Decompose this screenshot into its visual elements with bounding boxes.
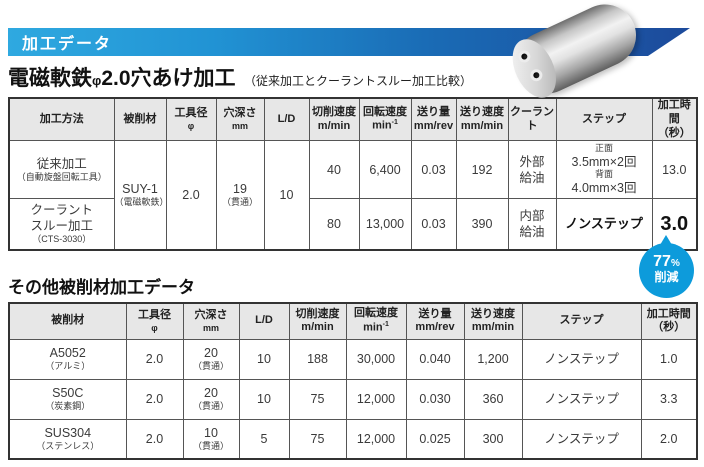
reduction-badge: 77% 削減 xyxy=(639,235,694,298)
header-time: 加工時間 （秒） xyxy=(640,302,698,340)
cell-feed-per-rev: 0.03 xyxy=(410,198,457,251)
header-workpiece: 被削材 xyxy=(8,302,127,340)
cell-method: クーラント スルー加工 （CTS-3030） xyxy=(8,198,115,251)
cell-cutting-speed: 188 xyxy=(288,338,347,380)
drilled-part-photo xyxy=(495,0,704,105)
cell-time: 1.0 xyxy=(640,338,698,380)
cell-feed-per-rev: 0.03 xyxy=(410,140,457,200)
section2-title: その他被削材加工データ xyxy=(8,278,195,297)
cell-feed-rate: 300 xyxy=(463,418,523,460)
header-coolant: クーラント xyxy=(507,97,557,142)
cell-step: ノンステップ xyxy=(521,338,642,380)
page-title: 電磁軟鉄φ2.0穴あけ加工 （従来加工とクーラントスルー加工比較） xyxy=(8,62,472,92)
cylinder-body xyxy=(503,0,647,105)
table-row-a5052: A5052 （アルミ） 2.0 20 （貫通） 10 188 30,000 0.04… xyxy=(8,338,698,380)
header-step: ステップ xyxy=(555,97,653,142)
header-method: 加工方法 xyxy=(8,97,115,142)
cell-step: ノンステップ xyxy=(521,418,642,460)
header-feed-rate: 送り速度 mm/min xyxy=(463,302,523,340)
cell-tool-diameter: 2.0 xyxy=(125,378,184,420)
cell-hole-depth: 10 （貫通） xyxy=(182,418,240,460)
header-rotation-speed: 回転速度 min-1 xyxy=(358,97,412,142)
header-workpiece: 被削材 xyxy=(113,97,167,142)
header-step: ステップ xyxy=(521,302,642,340)
cell-material: A5052 （アルミ） xyxy=(8,338,127,380)
cell-tool-diameter: 2.0 xyxy=(165,140,217,251)
page-title-size: 2.0穴あけ加工 xyxy=(101,67,236,90)
reduction-label: 削減 xyxy=(654,270,679,284)
cell-cutting-speed: 80 xyxy=(308,198,360,251)
header-hole-depth: 穴深さ mm xyxy=(215,97,265,142)
cell-ld: 10 xyxy=(238,338,290,380)
header-cutting-speed: 切削速度 m/min xyxy=(288,302,347,340)
cell-coolant: 外部 給油 xyxy=(507,140,557,200)
header-time: 加工時間 （秒） xyxy=(651,97,698,142)
phi-symbol: φ xyxy=(92,73,102,88)
cell-material: SUS304 （ステンレス） xyxy=(8,418,127,460)
cell-step: 正面 3.5mm×2回 背面 4.0mm×3回 xyxy=(555,140,653,200)
cell-time: 3.3 xyxy=(640,378,698,420)
other-materials-table: 被削材 工具径 φ 穴深さ mm L/D 切削速度 m/min 回転速度 min-1 送… xyxy=(8,302,698,460)
table-row-s50c: S50C （炭素鋼） 2.0 20 （貫通） 10 75 12,000 0.030 … xyxy=(8,378,698,420)
machining-comparison-table: 加工方法 被削材 工具径 φ 穴深さ mm L/D 切削速度 m/min 回転速度 mi… xyxy=(8,97,698,251)
cell-rotation-speed: 30,000 xyxy=(345,338,407,380)
cell-cutting-speed: 40 xyxy=(308,140,360,200)
table-header-row: 被削材 工具径 φ 穴深さ mm L/D 切削速度 m/min 回転速度 min-1 送… xyxy=(8,302,698,340)
drilled-hole-top xyxy=(516,48,533,65)
cell-ld: 10 xyxy=(238,378,290,420)
cell-method: 従来加工 （自動旋盤回転工具） xyxy=(8,140,115,200)
table-row-sus304: SUS304 （ステンレス） 2.0 10 （貫通） 5 75 12,000 0.0… xyxy=(8,418,698,460)
cell-feed-per-rev: 0.030 xyxy=(405,378,465,420)
section-banner-label: 加工データ xyxy=(22,36,113,53)
page-title-note: （従来加工とクーラントスルー加工比較） xyxy=(243,74,472,88)
cell-step: ノンステップ xyxy=(555,198,653,251)
percent-sign: % xyxy=(670,258,680,269)
header-rotation-speed: 回転速度 min-1 xyxy=(345,302,407,340)
table-row-coolant-through: クーラント スルー加工 （CTS-3030） 80 13,000 0.03 39… xyxy=(8,198,698,251)
cell-time: 3.0 xyxy=(651,198,698,251)
cell-feed-rate: 390 xyxy=(455,198,509,251)
cell-rotation-speed: 13,000 xyxy=(358,198,412,251)
table-row-conventional: 従来加工 （自動旋盤回転工具） SUY-1 （電磁軟鉄） 2.0 19 （貫通）… xyxy=(8,140,698,251)
cylinder-face xyxy=(503,32,565,105)
cell-feed-rate: 192 xyxy=(455,140,509,200)
cell-tool-diameter: 2.0 xyxy=(125,418,184,460)
cell-workpiece: SUY-1 （電磁軟鉄） xyxy=(113,140,169,251)
cell-coolant: 内部 給油 xyxy=(507,198,557,251)
cell-tool-diameter: 2.0 xyxy=(125,338,184,380)
cell-ld: 10 xyxy=(263,140,310,251)
cell-time: 13.0 xyxy=(651,140,698,200)
cell-step: ノンステップ xyxy=(521,378,642,420)
cell-cutting-speed: 75 xyxy=(288,418,347,460)
cell-material: S50C （炭素鋼） xyxy=(8,378,127,420)
cell-feed-per-rev: 0.025 xyxy=(405,418,465,460)
cell-hole-depth: 20 （貫通） xyxy=(182,378,240,420)
header-cutting-speed: 切削速度 m/min xyxy=(308,97,360,142)
cell-rotation-speed: 12,000 xyxy=(345,378,407,420)
cell-cutting-speed: 75 xyxy=(288,378,347,420)
cell-feed-per-rev: 0.040 xyxy=(405,338,465,380)
header-ld: L/D xyxy=(263,97,310,142)
cell-rotation-speed: 6,400 xyxy=(358,140,412,200)
drilled-hole-bottom xyxy=(528,67,545,84)
cell-rotation-speed: 12,000 xyxy=(345,418,407,460)
header-tool-diameter: 工具径 φ xyxy=(165,97,217,142)
table-header-row: 加工方法 被削材 工具径 φ 穴深さ mm L/D 切削速度 m/min 回転速度 mi… xyxy=(8,97,698,142)
cell-hole-depth: 20 （貫通） xyxy=(182,338,240,380)
header-tool-diameter: 工具径 φ xyxy=(125,302,184,340)
cell-hole-depth: 19 （貫通） xyxy=(215,140,265,251)
header-feed-per-rev: 送り量 mm/rev xyxy=(410,97,457,142)
page-title-main: 電磁軟鉄 xyxy=(8,67,92,90)
cell-time: 2.0 xyxy=(640,418,698,460)
header-ld: L/D xyxy=(238,302,290,340)
cell-feed-rate: 1,200 xyxy=(463,338,523,380)
cell-ld: 5 xyxy=(238,418,290,460)
cell-feed-rate: 360 xyxy=(463,378,523,420)
header-feed-per-rev: 送り量 mm/rev xyxy=(405,302,465,340)
reduction-value: 77 xyxy=(653,253,671,270)
header-hole-depth: 穴深さ mm xyxy=(182,302,240,340)
header-feed-rate: 送り速度 mm/min xyxy=(455,97,509,142)
